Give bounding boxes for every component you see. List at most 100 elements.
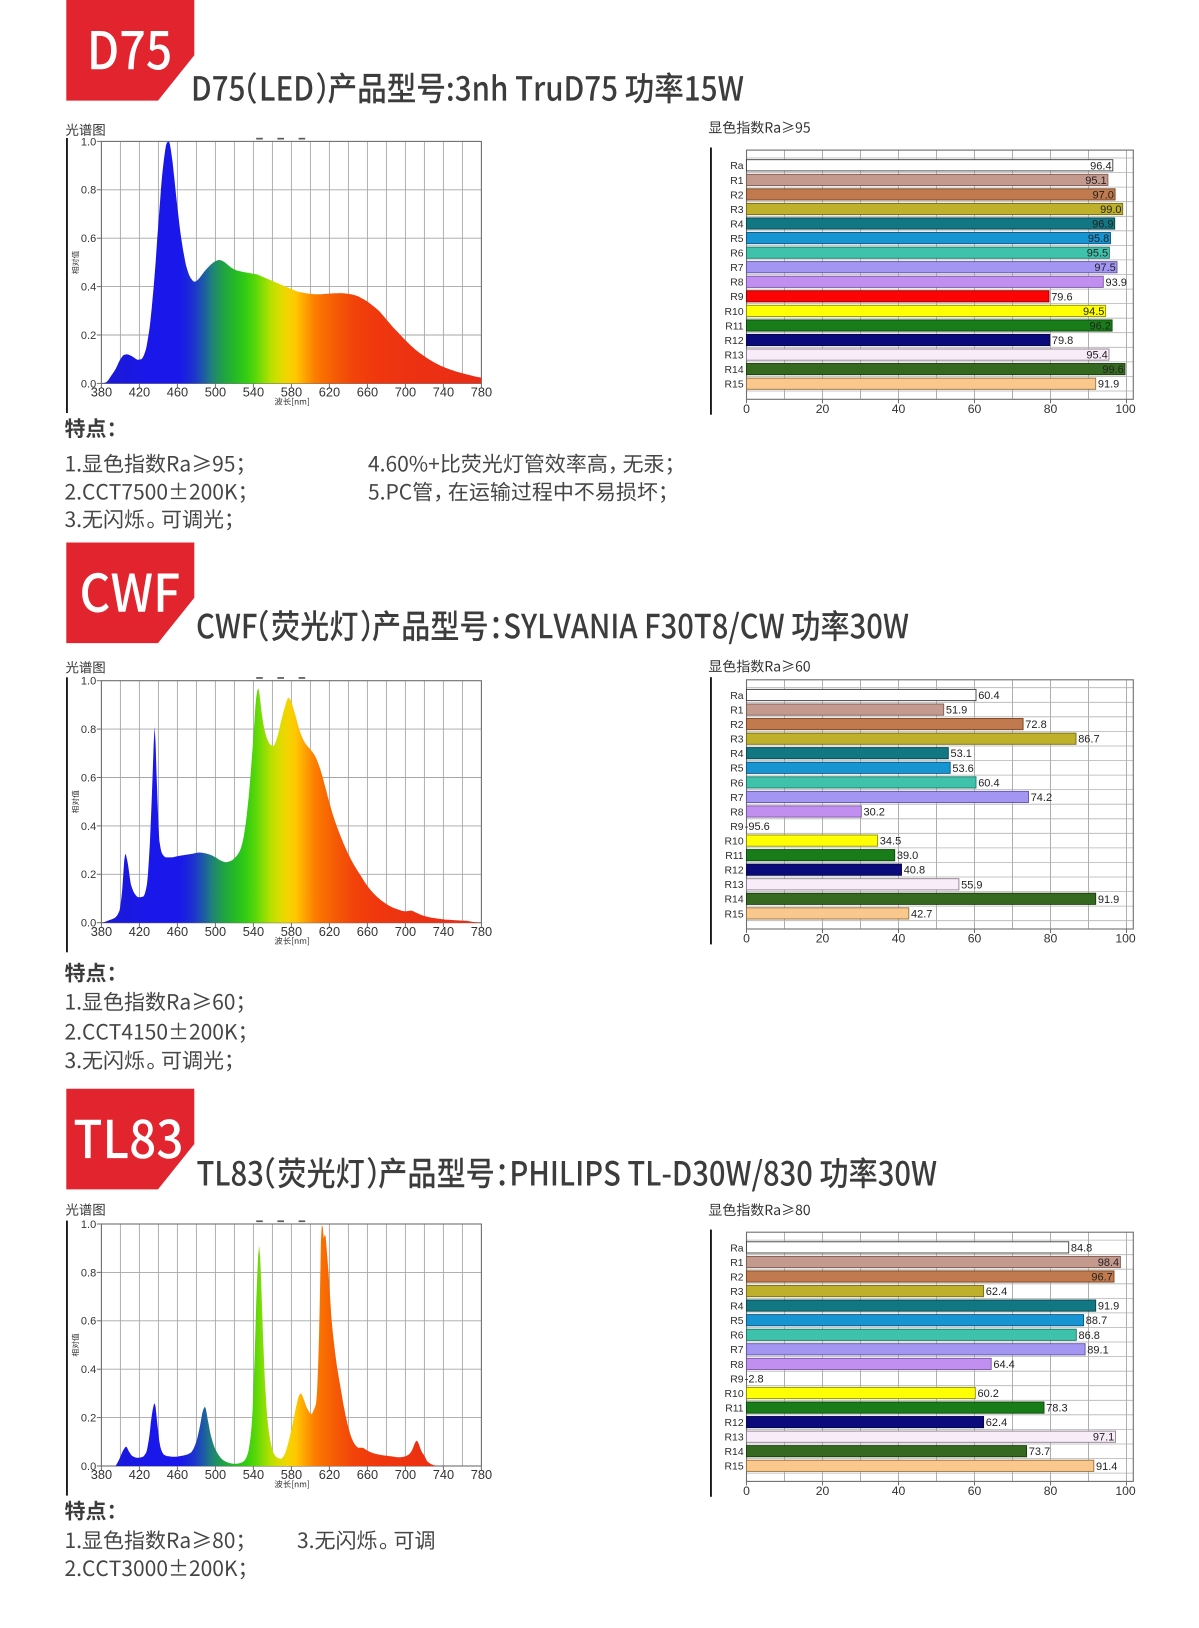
svg-text:700: 700	[395, 385, 416, 400]
svg-text:1.0: 1.0	[81, 1219, 96, 1231]
svg-text:100: 100	[1115, 402, 1136, 416]
svg-text:40.8: 40.8	[904, 865, 925, 877]
svg-text:380: 380	[91, 924, 112, 939]
svg-text:R3: R3	[730, 735, 744, 746]
svg-text:60: 60	[968, 932, 982, 946]
svg-text:R2: R2	[730, 1272, 744, 1283]
svg-text:660: 660	[357, 385, 378, 400]
svg-text:700: 700	[395, 924, 416, 939]
svg-text:380: 380	[91, 385, 112, 400]
svg-text:100: 100	[1115, 932, 1136, 946]
svg-text:460: 460	[167, 924, 188, 939]
svg-text:96.7: 96.7	[1091, 1272, 1112, 1284]
svg-text:97.5: 97.5	[1094, 262, 1115, 274]
svg-text:R15: R15	[725, 380, 744, 391]
svg-text:64.4: 64.4	[993, 1359, 1014, 1371]
svg-text:96.4: 96.4	[1090, 160, 1111, 172]
svg-text:R12: R12	[725, 866, 744, 877]
svg-text:R8: R8	[730, 1360, 744, 1371]
svg-text:89.1: 89.1	[1087, 1344, 1108, 1356]
svg-text:55.9: 55.9	[961, 879, 982, 891]
svg-text:84.8: 84.8	[1071, 1242, 1092, 1254]
svg-text:R14: R14	[725, 1447, 744, 1458]
svg-text:R11: R11	[725, 321, 744, 332]
svg-text:20: 20	[816, 402, 830, 416]
svg-text:20: 20	[816, 932, 830, 946]
svg-text:-95.6: -95.6	[745, 821, 770, 833]
svg-text:420: 420	[129, 924, 150, 939]
svg-text:620: 620	[319, 385, 340, 400]
svg-text:460: 460	[167, 385, 188, 400]
svg-text:Ra: Ra	[730, 161, 744, 172]
svg-text:60: 60	[968, 402, 982, 416]
svg-text:R1: R1	[730, 176, 744, 187]
svg-text:0.4: 0.4	[81, 282, 96, 294]
svg-text:95.8: 95.8	[1088, 233, 1109, 245]
svg-text:40: 40	[892, 932, 906, 946]
svg-text:580: 580	[281, 385, 302, 400]
svg-text:1.0: 1.0	[81, 136, 96, 148]
svg-text:93.9: 93.9	[1106, 277, 1127, 289]
svg-text:40: 40	[892, 402, 906, 416]
svg-text:95.5: 95.5	[1087, 248, 1108, 260]
svg-text:79.8: 79.8	[1052, 335, 1073, 347]
svg-text:740: 740	[433, 1467, 454, 1482]
svg-text:580: 580	[281, 924, 302, 939]
svg-text:0.8: 0.8	[81, 1267, 96, 1279]
svg-text:R9: R9	[730, 822, 744, 833]
svg-text:94.5: 94.5	[1083, 306, 1104, 318]
svg-text:700: 700	[395, 1467, 416, 1482]
svg-text:740: 740	[433, 924, 454, 939]
svg-text:R7: R7	[730, 793, 744, 804]
svg-text:780: 780	[471, 1467, 492, 1482]
svg-text:-2.8: -2.8	[745, 1373, 764, 1385]
svg-text:86.7: 86.7	[1078, 734, 1099, 746]
svg-text:79.6: 79.6	[1051, 291, 1072, 303]
svg-text:R14: R14	[725, 895, 744, 906]
svg-text:95.4: 95.4	[1086, 350, 1107, 362]
svg-text:95.1: 95.1	[1085, 175, 1106, 187]
svg-text:R6: R6	[730, 778, 744, 789]
svg-text:62.4: 62.4	[986, 1417, 1007, 1429]
svg-text:Ra: Ra	[730, 691, 744, 702]
svg-text:0: 0	[743, 932, 750, 946]
svg-text:R1: R1	[730, 1258, 744, 1269]
svg-text:R13: R13	[725, 880, 744, 891]
svg-text:91.9: 91.9	[1098, 894, 1119, 906]
svg-text:60.2: 60.2	[978, 1388, 999, 1400]
svg-text:460: 460	[167, 1467, 188, 1482]
svg-text:780: 780	[471, 385, 492, 400]
svg-text:R9: R9	[730, 292, 744, 303]
svg-text:0: 0	[743, 1484, 750, 1498]
svg-text:96.9: 96.9	[1092, 219, 1113, 231]
svg-text:20: 20	[816, 1484, 830, 1498]
svg-text:500: 500	[205, 1467, 226, 1482]
svg-text:660: 660	[357, 1467, 378, 1482]
svg-text:0.0: 0.0	[81, 378, 96, 390]
svg-text:1.0: 1.0	[81, 676, 96, 688]
svg-text:540: 540	[243, 1467, 264, 1482]
svg-text:0.8: 0.8	[81, 185, 96, 197]
svg-text:51.9: 51.9	[946, 705, 967, 717]
svg-text:0.6: 0.6	[81, 233, 96, 245]
svg-text:0.6: 0.6	[81, 1316, 96, 1328]
svg-text:R2: R2	[730, 720, 744, 731]
svg-text:40: 40	[892, 1484, 906, 1498]
svg-text:88.7: 88.7	[1086, 1315, 1107, 1327]
svg-text:R3: R3	[730, 205, 744, 216]
svg-text:R13: R13	[725, 351, 744, 362]
svg-text:97.0: 97.0	[1092, 189, 1113, 201]
svg-text:98.4: 98.4	[1098, 1257, 1119, 1269]
svg-text:97.1: 97.1	[1093, 1432, 1114, 1444]
svg-text:R11: R11	[725, 1404, 744, 1415]
svg-text:91.4: 91.4	[1096, 1461, 1117, 1473]
svg-text:96.2: 96.2	[1089, 321, 1110, 333]
svg-text:Ra: Ra	[730, 1243, 744, 1254]
svg-text:80: 80	[1044, 402, 1058, 416]
svg-text:R10: R10	[725, 837, 744, 848]
svg-text:R5: R5	[730, 764, 744, 775]
svg-text:660: 660	[357, 924, 378, 939]
svg-text:R15: R15	[725, 1462, 744, 1473]
svg-text:R3: R3	[730, 1287, 744, 1298]
svg-text:100: 100	[1115, 1484, 1136, 1498]
